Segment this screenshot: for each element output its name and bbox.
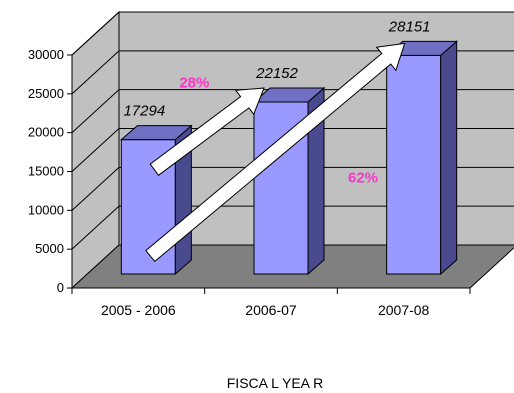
y-tick-label: 25000 — [28, 86, 64, 101]
gridline — [71, 128, 514, 172]
bar-top — [120, 125, 193, 141]
gridline — [71, 166, 514, 211]
gridline — [71, 11, 514, 56]
x-axis: 2005 - 2006 2006-07 2007-08 — [71, 287, 471, 318]
bar-side — [440, 40, 458, 276]
y-tick-label: 0 — [57, 280, 64, 295]
arrows: 28% 62% — [145, 42, 406, 263]
x-tick-label: 2007-08 — [378, 302, 430, 318]
x-axis-title: FISCA L YEA R — [227, 375, 324, 391]
growth-arrow — [149, 87, 265, 177]
y-axis: 0 5000 10000 15000 20000 25000 30000 — [28, 47, 73, 295]
data-label: 22152 — [255, 65, 298, 82]
growth-annotation: 62% — [348, 169, 378, 186]
gridline — [71, 205, 514, 250]
y-tick-label: 15000 — [28, 164, 64, 179]
growth-arrow — [145, 42, 406, 263]
bar — [385, 40, 458, 276]
x-tick-label: 2005 - 2006 — [101, 302, 176, 318]
y-tick-label: 20000 — [28, 125, 64, 140]
y-tick-label: 30000 — [28, 47, 64, 62]
growth-annotation: 28% — [179, 75, 209, 92]
x-tick-label: 2006-07 — [245, 302, 297, 318]
data-label: 28151 — [388, 18, 431, 35]
bar-top — [252, 87, 326, 103]
gridlines — [71, 11, 514, 250]
gridline — [71, 89, 514, 134]
data-label: 17294 — [123, 103, 165, 120]
bar-front — [386, 54, 442, 275]
y-tick-label: 5000 — [35, 241, 64, 256]
data-labels: 17294 22152 28151 — [123, 18, 430, 119]
y-tick-label: 10000 — [28, 202, 64, 217]
